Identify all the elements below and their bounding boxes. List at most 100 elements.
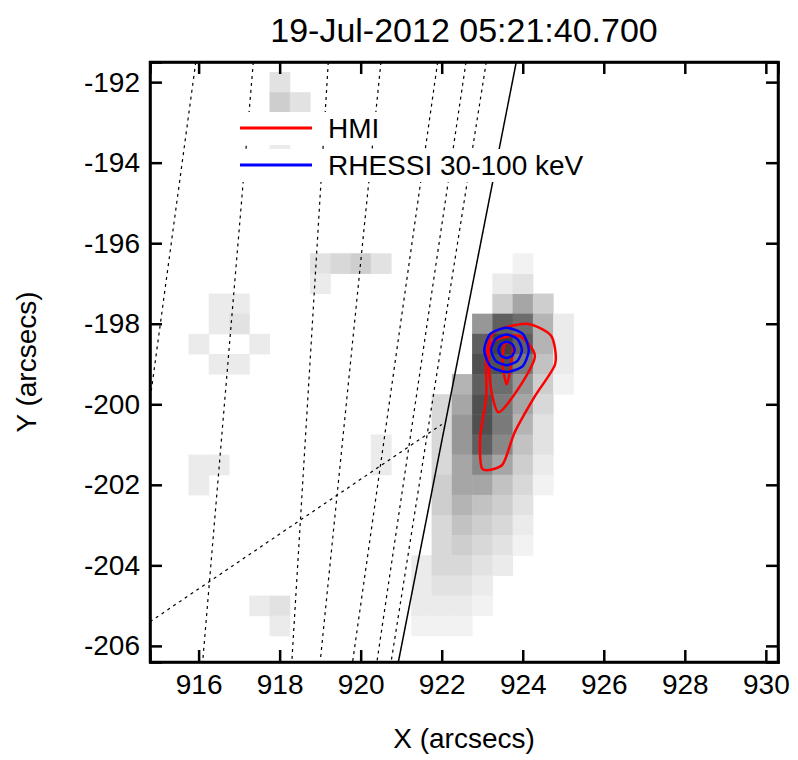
image-cell bbox=[472, 394, 493, 415]
tick-mark bbox=[360, 62, 363, 74]
tick bbox=[766, 163, 778, 164]
tick: -192 bbox=[84, 67, 162, 98]
tick-mark bbox=[150, 242, 162, 245]
tick: -200 bbox=[84, 389, 162, 420]
tick: 916 bbox=[176, 650, 223, 700]
image-cell bbox=[452, 616, 473, 637]
image-cell bbox=[553, 374, 574, 395]
tick-mark bbox=[441, 650, 444, 662]
image-cell bbox=[553, 314, 574, 335]
tick bbox=[766, 404, 778, 405]
image-cell bbox=[533, 394, 554, 415]
tick-mark bbox=[150, 323, 162, 326]
image-cell bbox=[472, 314, 493, 335]
tick bbox=[766, 62, 767, 74]
image-cell bbox=[513, 434, 534, 455]
image-cell bbox=[209, 354, 230, 375]
legend-background bbox=[236, 112, 383, 145]
image-cell bbox=[209, 294, 230, 315]
image-cell bbox=[290, 92, 311, 113]
image-cell bbox=[492, 414, 513, 435]
tick-mark bbox=[150, 81, 162, 84]
image-cell bbox=[432, 596, 453, 617]
tick-label: 916 bbox=[176, 669, 223, 700]
legend-label: RHESSI 30-100 keV bbox=[328, 150, 584, 181]
tick bbox=[199, 62, 200, 74]
tick: -206 bbox=[84, 630, 162, 661]
tick-mark bbox=[603, 650, 606, 662]
tick: 924 bbox=[500, 650, 547, 700]
tick: 920 bbox=[338, 650, 385, 700]
image-cell bbox=[452, 475, 473, 496]
image-cell bbox=[188, 334, 209, 355]
tick-mark bbox=[765, 62, 768, 74]
image-cell bbox=[351, 253, 372, 274]
axis bbox=[151, 62, 779, 74]
image-cell bbox=[492, 294, 513, 315]
tick-label: 920 bbox=[338, 669, 385, 700]
image-cell bbox=[411, 616, 432, 637]
tick-mark bbox=[684, 650, 687, 662]
axis: -206-204-202-200-198-196-194-192 bbox=[84, 63, 162, 663]
legend-label: HMI bbox=[328, 113, 379, 144]
image-cell bbox=[432, 495, 453, 516]
axis-line bbox=[151, 650, 779, 663]
axis-line bbox=[151, 63, 163, 663]
image-cell bbox=[513, 273, 534, 294]
tick-mark bbox=[522, 650, 525, 662]
tick-mark bbox=[766, 323, 778, 326]
tick bbox=[685, 62, 686, 74]
image-cell bbox=[452, 515, 473, 536]
image-cell bbox=[432, 414, 453, 435]
image-cell bbox=[330, 253, 351, 274]
plot: 916918920922924926928930-206-204-202-200… bbox=[84, 62, 790, 700]
image-cell bbox=[492, 273, 513, 294]
frame bbox=[150, 62, 778, 662]
image-cell bbox=[472, 555, 493, 576]
image-cell bbox=[188, 455, 209, 476]
image-cell bbox=[492, 515, 513, 536]
image-cell bbox=[432, 455, 453, 476]
tick: -194 bbox=[84, 147, 162, 178]
legend-swatch bbox=[240, 164, 312, 167]
image-cell bbox=[432, 616, 453, 637]
legend-swatch bbox=[240, 127, 312, 130]
contour bbox=[498, 342, 514, 358]
image-cell bbox=[452, 434, 473, 455]
image-cell bbox=[432, 535, 453, 556]
image-cell bbox=[472, 475, 493, 496]
image-cell bbox=[492, 475, 513, 496]
image-cell bbox=[472, 575, 493, 596]
image-cell bbox=[209, 314, 230, 335]
image-cell bbox=[411, 596, 432, 617]
image-cell bbox=[270, 596, 291, 617]
image-cell bbox=[452, 394, 473, 415]
tick-label: -194 bbox=[84, 147, 140, 178]
tick bbox=[442, 62, 443, 74]
image-cell bbox=[371, 253, 392, 274]
axis: 916918920922924926928930 bbox=[151, 650, 790, 700]
image-cell bbox=[371, 434, 392, 455]
tick-mark bbox=[150, 565, 162, 568]
tick bbox=[361, 62, 362, 74]
image-cell bbox=[533, 434, 554, 455]
image-cell bbox=[209, 455, 230, 476]
image-cell bbox=[513, 475, 534, 496]
tick-label: 922 bbox=[419, 669, 466, 700]
tick-mark bbox=[150, 484, 162, 487]
tick: 930 bbox=[743, 650, 790, 700]
image-cell bbox=[452, 575, 473, 596]
grid-line bbox=[150, 62, 196, 400]
tick-mark bbox=[766, 81, 778, 84]
tick-mark bbox=[603, 62, 606, 74]
axis-line bbox=[766, 63, 779, 663]
image-cell bbox=[432, 515, 453, 536]
image-cell bbox=[513, 495, 534, 516]
image-cell bbox=[452, 495, 473, 516]
image-cell bbox=[310, 253, 331, 274]
tick-label: -206 bbox=[84, 630, 140, 661]
image-cell bbox=[249, 334, 270, 355]
tick-label: -196 bbox=[84, 228, 140, 259]
contour bbox=[480, 324, 556, 470]
axis-line bbox=[151, 63, 779, 75]
